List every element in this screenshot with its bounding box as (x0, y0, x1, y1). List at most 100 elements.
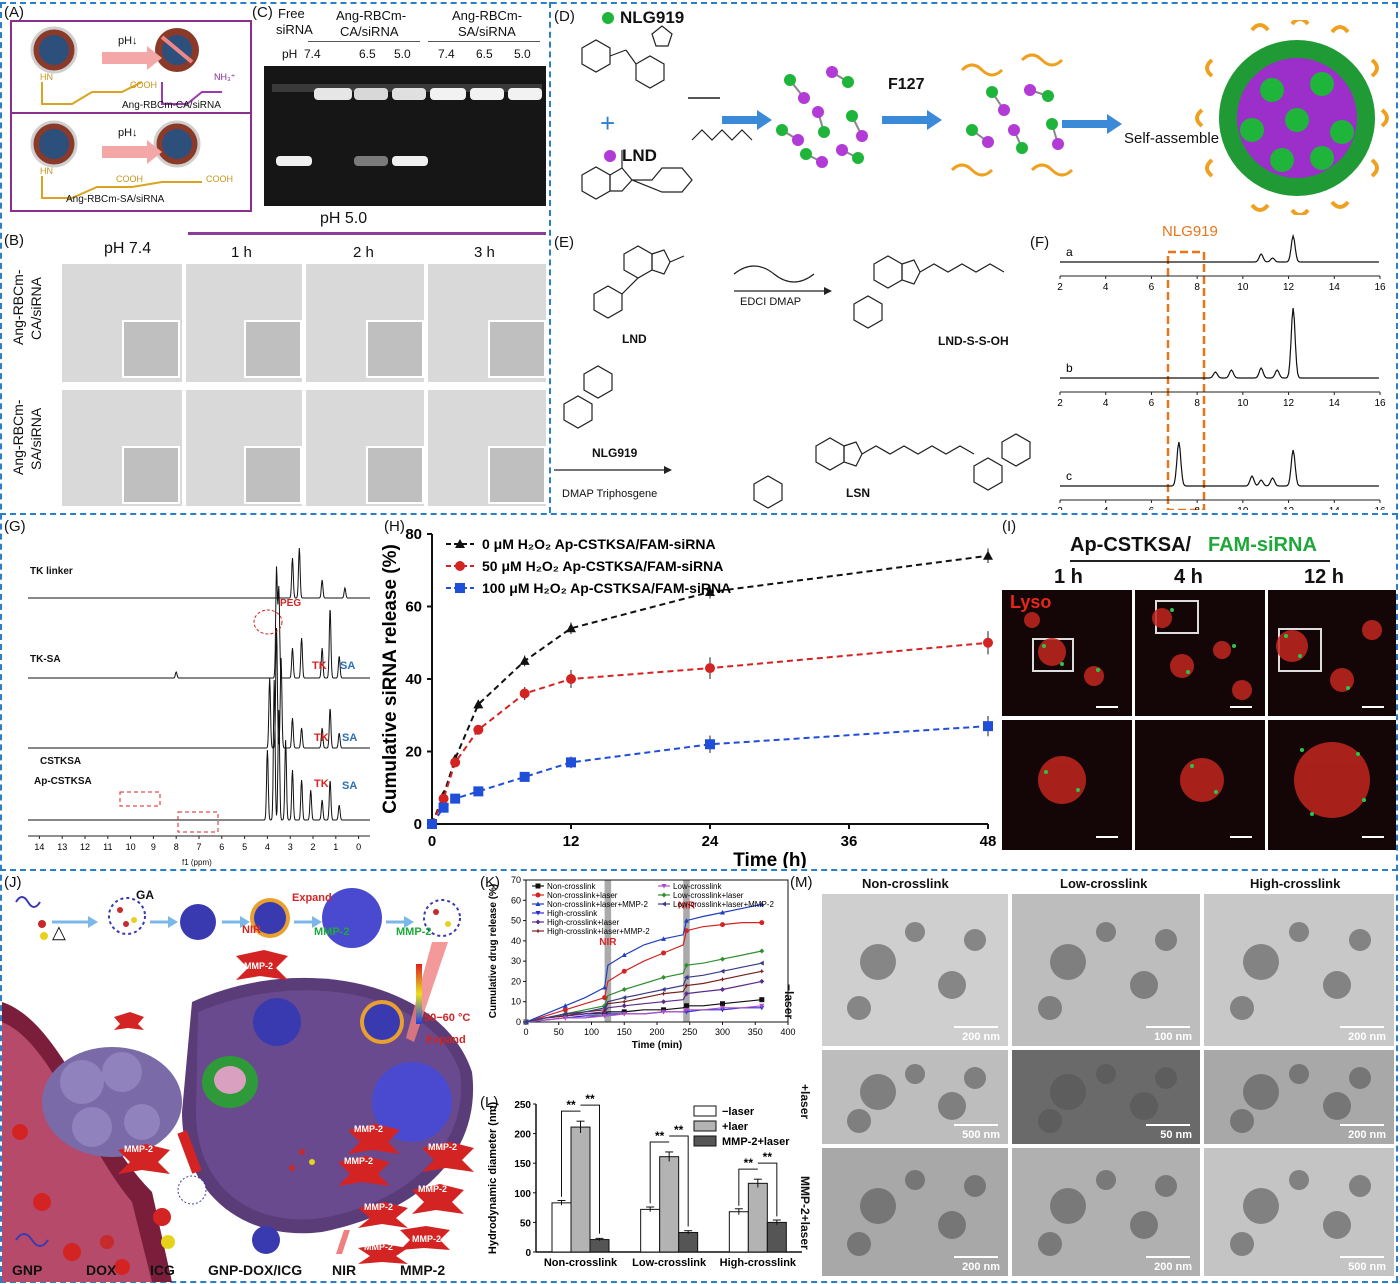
nir-label: NIR (678, 900, 696, 911)
data-point (759, 997, 765, 1003)
legend-icg: ICG (150, 1262, 175, 1278)
particle (1243, 1074, 1279, 1111)
border-bottom (0, 1281, 1398, 1283)
data-point (683, 918, 689, 923)
particle (859, 1187, 896, 1224)
tem-image: 200 nm (822, 894, 1008, 1046)
scale-bar (1146, 1256, 1190, 1258)
panel-a-nh3: NH₃⁺ (214, 72, 236, 82)
panel-d-self: Self-assemble (1124, 130, 1220, 147)
legend-marker (535, 919, 541, 925)
particle (847, 1232, 872, 1256)
panel-a-divider (10, 112, 250, 114)
dimer-cluster-2 (950, 53, 1074, 177)
y-axis-label: Cumulative siRNA release (%) (380, 544, 401, 814)
data-point (683, 1003, 689, 1009)
top-process (15, 888, 461, 948)
data-point (661, 974, 667, 980)
panel-a-hn-2: HN (40, 166, 53, 176)
panel-b-time-3: 3 h (474, 244, 495, 261)
x-tick-label: 12 (1283, 506, 1295, 510)
data-point (450, 757, 461, 768)
scale-bar (954, 1124, 998, 1126)
data-point (705, 663, 715, 674)
data-point (602, 1007, 608, 1013)
nmr-spectrum (28, 566, 370, 679)
legend-gnp-dox-icg: GNP-DOX/ICG (208, 1262, 303, 1278)
data-point (562, 1007, 568, 1013)
nlg-dot-icon (602, 12, 614, 24)
panel-j-legend-icons (15, 1226, 450, 1254)
legend-marker (661, 901, 666, 907)
panel-g-tk-linker: TK linker (30, 566, 73, 577)
y-tick-label: 40 (511, 936, 521, 946)
particle (859, 944, 896, 981)
y-tick-label: 60 (511, 895, 521, 905)
x-tick-label: 8 (1194, 398, 1200, 409)
panel-label-a: (A) (4, 4, 24, 21)
scale-bar (1340, 1026, 1384, 1028)
series-line (525, 970, 762, 1023)
x-tick-label: 10 (1237, 398, 1249, 409)
chromatogram-trace (1060, 233, 1379, 263)
panel-g-sa-2: SA (342, 732, 358, 744)
scale-bar (1362, 836, 1384, 838)
y-tick-label: 50 (511, 916, 521, 926)
data-point (661, 1007, 667, 1013)
significance-mark: ** (655, 1129, 665, 1143)
data-point (562, 1015, 568, 1021)
data-point (519, 771, 530, 782)
scale-bar (954, 1026, 998, 1028)
arrow-2 (882, 110, 942, 130)
highlight-ring (253, 609, 283, 635)
panel-j-mmp-6: MMP-2 (364, 1202, 393, 1212)
panel-j-mmp-top-2: MMP-2 (396, 926, 432, 938)
gel-band (508, 88, 542, 100)
panel-d-nlg: NLG919 (620, 8, 685, 27)
x-tick-label: 4 (1103, 506, 1109, 510)
nir-band (683, 880, 690, 1022)
x-tick-label: 9 (151, 842, 156, 852)
panel-i-title-2: FAM-siRNA (1208, 534, 1317, 556)
panel-label-b: (B) (4, 232, 24, 249)
gel-image (264, 66, 546, 206)
scale-bar-label: 200 nm (962, 1031, 1000, 1043)
data-point (705, 587, 715, 596)
micelle-icon (1195, 20, 1389, 215)
tumor-scene (2, 942, 474, 1282)
panel-label-e: (E) (554, 234, 574, 251)
panel-m-col-3: High-crosslink (1250, 876, 1341, 891)
x-tick-label: 1 (333, 842, 338, 852)
data-point (661, 987, 666, 993)
x-tick-label: 7 (196, 842, 201, 852)
panel-i-time-3: 12 h (1304, 566, 1345, 588)
data-point (661, 936, 667, 941)
nlg-structure (581, 25, 673, 89)
panel-e-lnd: LND (622, 332, 647, 346)
nir-label: NIR (599, 937, 617, 948)
legend-swatch (693, 1105, 717, 1117)
border-mid-top (549, 2, 551, 513)
tem-image: 200 nm (822, 1148, 1008, 1276)
legend-marker (661, 892, 667, 898)
particle (1037, 996, 1062, 1020)
y-tick-label: 100 (514, 1189, 531, 1200)
legend-label: 50 μM H₂O₂ Ap-CSTKSA/FAM-siRNA (482, 558, 723, 574)
gel-ca-label-2: CA/siRNA (340, 24, 399, 39)
data-point (720, 987, 725, 993)
panel-j-mmp-scene: MMP-2 (244, 961, 273, 971)
x-tick-label: 2 (1057, 282, 1063, 293)
data-point (983, 637, 993, 648)
scale-bar (1146, 1026, 1190, 1028)
legend-marker (455, 583, 465, 593)
panel-a-caption-bottom: Ang-RBCm-SA/siRNA (66, 194, 165, 205)
legend-marker (535, 883, 541, 889)
highlight-box (177, 811, 219, 833)
particle (1129, 1092, 1158, 1121)
panel-a-caption-top: Ang-RBCm-CA/siRNA (122, 100, 221, 111)
x-tick-label: 50 (554, 1027, 564, 1037)
gel-sa-label-2: SA/siRNA (458, 24, 516, 39)
panel-b-row2-l2: SA/siRNA (28, 407, 44, 470)
gel-band (314, 88, 352, 100)
panel-g-tk-1: TK (312, 660, 327, 672)
